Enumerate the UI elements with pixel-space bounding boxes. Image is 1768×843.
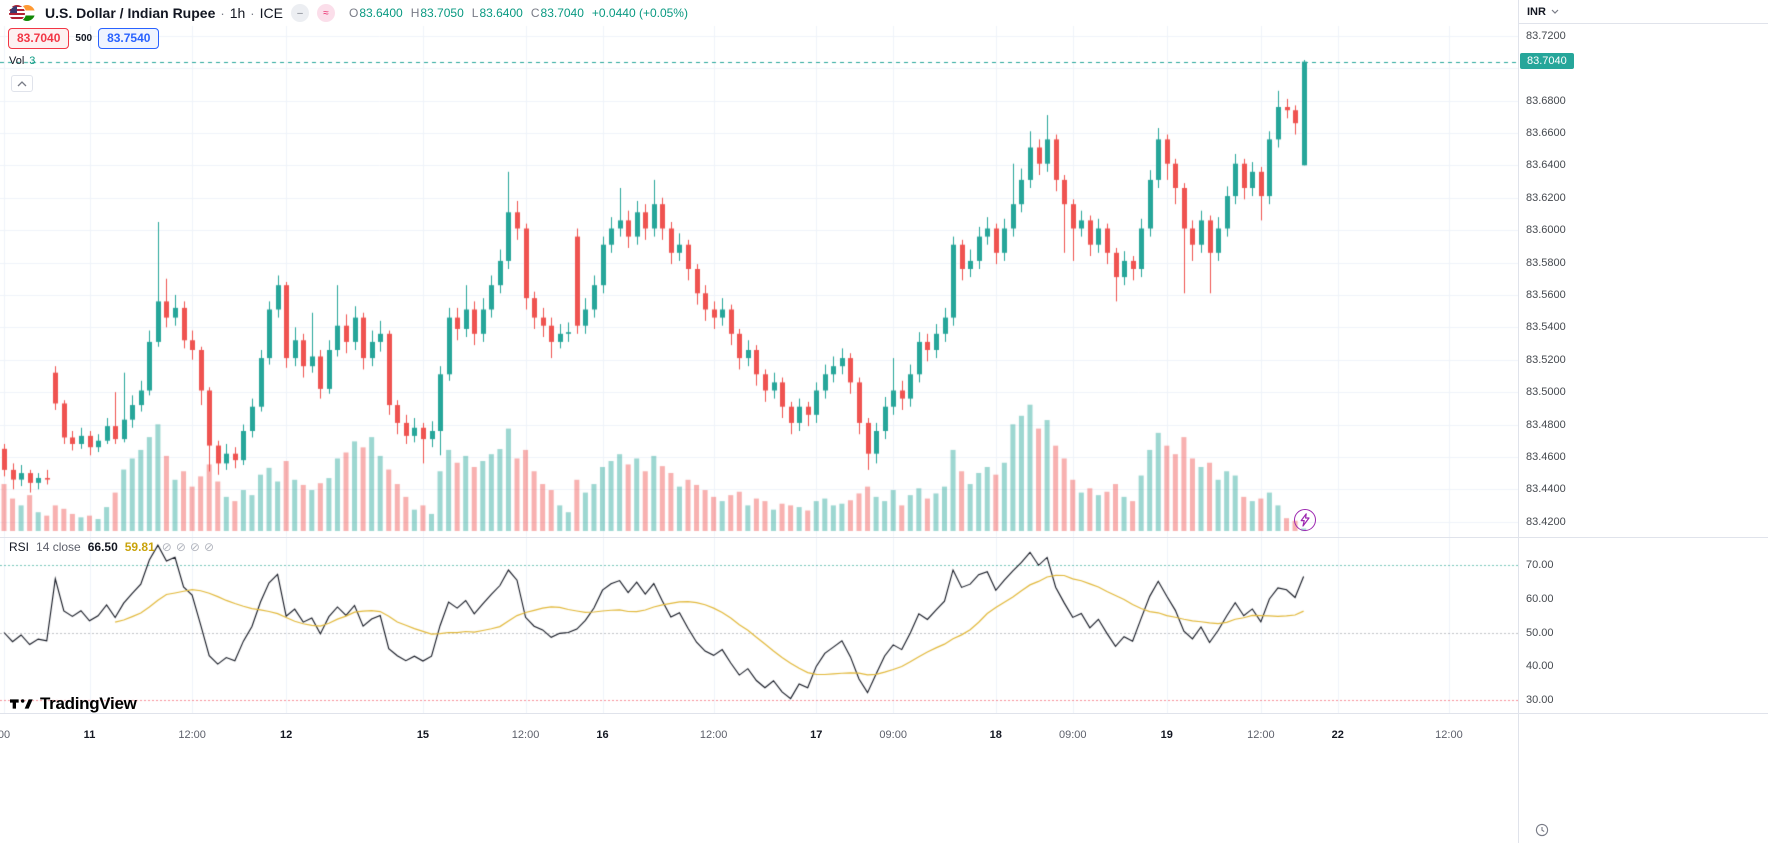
title-separator: · bbox=[250, 5, 255, 21]
volume-legend: Vol 3 bbox=[9, 55, 35, 67]
ohlc-c: C 83.7040 bbox=[530, 6, 584, 20]
rsi-axis-label: 40.00 bbox=[1526, 660, 1554, 673]
rsi-axis-label: 50.00 bbox=[1526, 626, 1554, 639]
last-price-badge: 83.7040 bbox=[1520, 52, 1574, 69]
rsi-control-icon[interactable]: ⊘ bbox=[203, 539, 215, 554]
price-axis-label: 83.4600 bbox=[1526, 450, 1566, 463]
time-axis-label: 22 bbox=[1331, 729, 1344, 741]
tradingview-logo-icon bbox=[10, 699, 33, 709]
spread-label: 500 bbox=[75, 33, 93, 44]
rsi-controls: ⊘ ⊘ ⊘ ⊘ bbox=[161, 539, 215, 554]
lightning-boost-button[interactable] bbox=[1294, 509, 1316, 531]
price-axis-label: 83.5000 bbox=[1526, 386, 1566, 399]
buy-button[interactable]: 83.7540 bbox=[98, 28, 160, 49]
price-axis-label: 83.4800 bbox=[1526, 418, 1566, 431]
minimize-chip-icon[interactable]: – bbox=[290, 4, 309, 22]
rsi-control-icon[interactable]: ⊘ bbox=[175, 539, 186, 554]
price-axis-label: 83.5800 bbox=[1526, 256, 1566, 269]
ohlc-h: H 83.7050 bbox=[410, 6, 464, 20]
time-axis-label: 18 bbox=[989, 729, 1002, 741]
price-axis[interactable]: INR 83.7200 83.6800 83.6600 83.6400 83.6200 8… bbox=[1518, 0, 1768, 843]
price-axis-label: 83.5200 bbox=[1526, 353, 1566, 366]
time-axis-label: 16 bbox=[596, 729, 609, 741]
change-value: +0.0440 (+0.05%) bbox=[591, 6, 688, 20]
volume-value: 3 bbox=[29, 55, 36, 67]
time-axis-separator bbox=[0, 713, 1768, 714]
time-axis-label: 00 bbox=[0, 729, 11, 741]
ohlc-l: L 83.6400 bbox=[471, 6, 523, 20]
us-flag-icon bbox=[8, 3, 26, 22]
time-axis-label: 12:00 bbox=[511, 729, 540, 741]
clock-timezone-button[interactable] bbox=[1535, 823, 1549, 842]
time-axis-label: 19 bbox=[1160, 729, 1173, 741]
rsi-legend: RSI 14 close 66.50 59.81 ⊘ ⊘ ⊘ ⊘ bbox=[9, 540, 214, 554]
time-axis-label: 11 bbox=[83, 729, 96, 741]
rsi-params: 14 close bbox=[36, 540, 81, 554]
collapse-pane-button[interactable] bbox=[11, 75, 33, 92]
chevron-up-icon bbox=[17, 80, 27, 86]
price-axis-label: 83.6600 bbox=[1526, 126, 1566, 139]
time-axis-label: 12:00 bbox=[1247, 729, 1275, 741]
rsi-control-icon[interactable]: ⊘ bbox=[161, 539, 172, 554]
time-axis-label: 09:00 bbox=[879, 729, 907, 741]
rsi-indicator-title[interactable]: RSI bbox=[9, 540, 30, 554]
rsi-axis-label: 30.00 bbox=[1526, 694, 1554, 706]
ohlc-values: O 83.6400 H 83.7050 L 83.6400 C 83.7040 +0.0440 … bbox=[349, 6, 688, 20]
symbol-toolbar: U.S. Dollar / Indian Rupee · 1h · ICE – … bbox=[8, 0, 688, 26]
exchange-label[interactable]: ICE bbox=[259, 5, 283, 21]
trade-panel: 83.7040 500 83.7540 bbox=[8, 28, 160, 49]
tradingview-logo-text: TradingView bbox=[40, 694, 137, 713]
price-chart-canvas[interactable] bbox=[0, 0, 1518, 713]
title-separator: · bbox=[220, 5, 225, 21]
lightning-icon bbox=[1300, 513, 1310, 527]
sell-button[interactable]: 83.7040 bbox=[8, 28, 70, 49]
clock-icon bbox=[1535, 823, 1549, 837]
currency-menu-button[interactable]: INR bbox=[1519, 0, 1768, 24]
time-axis-label: 17 bbox=[810, 729, 823, 741]
price-axis-label: 83.7200 bbox=[1526, 29, 1566, 42]
time-axis-label: 12 bbox=[280, 729, 293, 741]
time-axis-label: 12:00 bbox=[178, 729, 206, 741]
rsi-axis-label: 60.00 bbox=[1526, 592, 1554, 605]
time-axis-label: 12:00 bbox=[699, 729, 728, 741]
price-axis-label: 83.6200 bbox=[1526, 191, 1566, 204]
tradingview-logo[interactable]: TradingView bbox=[10, 694, 137, 714]
symbol-title[interactable]: U.S. Dollar / Indian Rupee bbox=[45, 5, 216, 21]
ohlc-o: O 83.6400 bbox=[348, 6, 403, 20]
volume-label: Vol bbox=[9, 55, 25, 67]
price-axis-label: 83.4400 bbox=[1526, 483, 1566, 496]
currency-label: INR bbox=[1527, 5, 1546, 18]
rsi-axis-label: 70.00 bbox=[1526, 559, 1554, 571]
symbol-logo[interactable] bbox=[8, 3, 37, 23]
rsi-control-icon[interactable]: ⊘ bbox=[189, 539, 200, 554]
chevron-down-icon bbox=[1551, 9, 1559, 14]
price-axis-label: 83.6800 bbox=[1526, 94, 1566, 107]
price-axis-label: 83.6400 bbox=[1526, 159, 1566, 172]
wave-chip-icon[interactable]: ≈ bbox=[316, 4, 335, 22]
pane-separator[interactable] bbox=[0, 537, 1768, 538]
time-axis[interactable]: 00 11 12:00 12 15 12:00 16 12:00 17 09:00 18 09:00 1… bbox=[0, 713, 1518, 843]
rsi-value: 66.50 bbox=[87, 540, 118, 554]
time-axis-label: 15 bbox=[416, 729, 430, 741]
time-axis-label: 12:00 bbox=[1435, 729, 1463, 741]
time-axis-label: 09:00 bbox=[1058, 729, 1087, 741]
price-axis-label: 83.6000 bbox=[1526, 224, 1566, 237]
price-axis-label: 83.5600 bbox=[1526, 288, 1566, 301]
rsi-ma-value: 59.81 bbox=[124, 540, 155, 554]
price-axis-label: 83.5400 bbox=[1526, 321, 1566, 334]
price-axis-label: 83.4200 bbox=[1526, 515, 1566, 528]
interval-button[interactable]: 1h bbox=[229, 5, 246, 21]
